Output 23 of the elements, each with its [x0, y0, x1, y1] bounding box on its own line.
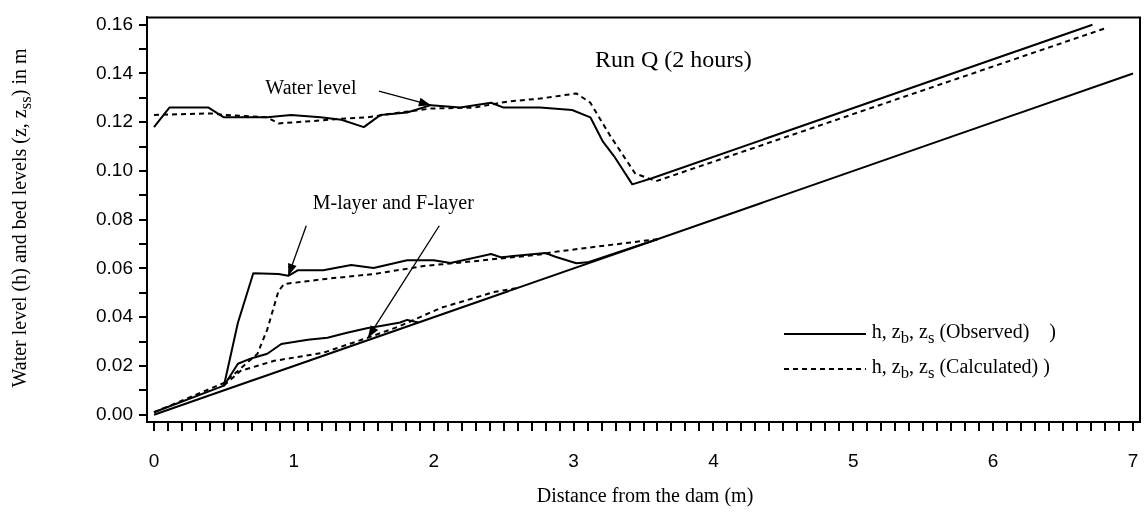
- legend-label: h, z$_{b}$, z$_{s}$ (Observed) ): [871, 319, 1056, 348]
- y-tick-label: 0.16: [96, 12, 133, 34]
- y-tick-label: 0.10: [96, 159, 133, 181]
- y-tick-label: 0.08: [96, 207, 133, 229]
- x-tick-label: 5: [848, 449, 859, 471]
- y-tick-label: 0.06: [96, 256, 133, 278]
- y-tick-label: 0.12: [96, 110, 133, 132]
- x-tick-label: 3: [568, 449, 579, 471]
- legend-label: h, z$_{b}$, z$_{s}$ (Calculated) ): [871, 354, 1050, 383]
- x-axis-title: Distance from the dam (m): [536, 484, 754, 507]
- x-tick-label: 2: [428, 449, 439, 471]
- text: Run Q (2 hours): [594, 45, 752, 72]
- y-tick-label: 0.14: [96, 61, 134, 83]
- y-tick-label: 0.02: [96, 354, 133, 376]
- x-tick-label: 6: [987, 449, 999, 471]
- x-tick-label: 1: [288, 449, 300, 471]
- x-tick-label: 0: [148, 449, 160, 471]
- x-tick-label: 7: [1127, 449, 1139, 471]
- annotation: Water level: [265, 76, 357, 99]
- y-tick-label: 0.04: [96, 305, 134, 327]
- annotation: M-layer and F-layer: [312, 191, 475, 215]
- y-tick-label: 0.00: [96, 402, 133, 424]
- x-tick-label: 4: [708, 449, 720, 471]
